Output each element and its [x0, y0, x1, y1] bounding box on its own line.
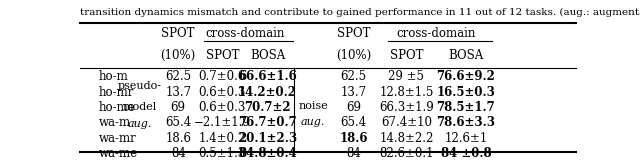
Text: 70.7±2: 70.7±2: [244, 101, 291, 114]
Text: wa-m: wa-m: [99, 116, 131, 129]
Text: aug.: aug.: [301, 117, 325, 126]
Text: 0.6±0.3: 0.6±0.3: [198, 101, 246, 114]
Text: 14.2±0.2: 14.2±0.2: [238, 86, 297, 99]
Text: 18.6: 18.6: [165, 132, 191, 145]
Text: 76.7±0.7: 76.7±0.7: [238, 116, 297, 129]
Text: wa-mr: wa-mr: [99, 132, 136, 145]
Text: noise: noise: [298, 101, 328, 111]
Text: model: model: [122, 102, 157, 113]
Text: 20.1±2.3: 20.1±2.3: [238, 132, 297, 145]
Text: 0.6±0.3: 0.6±0.3: [198, 86, 246, 99]
Text: wa-me: wa-me: [99, 147, 138, 160]
Text: 14.8±2.2: 14.8±2.2: [379, 132, 433, 145]
Text: BOSA: BOSA: [448, 49, 483, 62]
Text: SPOT: SPOT: [337, 27, 371, 40]
Text: 69: 69: [171, 101, 186, 114]
Text: pseudo-: pseudo-: [118, 81, 161, 91]
Text: ho-mr: ho-mr: [99, 86, 134, 99]
Text: ho-me: ho-me: [99, 101, 136, 114]
Text: cross-domain: cross-domain: [205, 27, 285, 40]
Text: BOSA: BOSA: [250, 49, 285, 62]
Text: 12.8±1.5: 12.8±1.5: [379, 86, 433, 99]
Text: 0.5±1.3: 0.5±1.3: [199, 147, 246, 160]
Text: 82.6±0.1: 82.6±0.1: [379, 147, 434, 160]
Text: SPOT: SPOT: [205, 49, 239, 62]
Text: 18.6: 18.6: [340, 132, 368, 145]
Text: 62.5: 62.5: [340, 70, 367, 83]
Text: 13.7: 13.7: [165, 86, 191, 99]
Text: 65.4: 65.4: [165, 116, 191, 129]
Text: 1.4±0.2: 1.4±0.2: [199, 132, 246, 145]
Text: 66.3±1.9: 66.3±1.9: [379, 101, 434, 114]
Text: 84: 84: [171, 147, 186, 160]
Text: 78.6±3.3: 78.6±3.3: [436, 116, 495, 129]
Text: 84.8±0.4: 84.8±0.4: [238, 147, 297, 160]
Text: 16.5±0.3: 16.5±0.3: [436, 86, 495, 99]
Text: 78.5±1.7: 78.5±1.7: [436, 101, 495, 114]
Text: 69: 69: [346, 101, 362, 114]
Text: cross-domain: cross-domain: [396, 27, 476, 40]
Text: (10%): (10%): [336, 49, 371, 62]
Text: aug.: aug.: [127, 119, 152, 129]
Text: transition dynamics mismatch and contribute to gained performance in 11 out of 1: transition dynamics mismatch and contrib…: [80, 8, 640, 17]
Text: 29 ±5: 29 ±5: [388, 70, 424, 83]
Text: 76.6±9.2: 76.6±9.2: [436, 70, 495, 83]
Text: 62.5: 62.5: [165, 70, 191, 83]
Text: 65.4: 65.4: [340, 116, 367, 129]
Text: 84: 84: [346, 147, 361, 160]
Text: 84 ±0.8: 84 ±0.8: [440, 147, 492, 160]
Text: 67.4±10: 67.4±10: [381, 116, 432, 129]
Text: (10%): (10%): [161, 49, 196, 62]
Text: ho-m: ho-m: [99, 70, 129, 83]
Text: 13.7: 13.7: [340, 86, 367, 99]
Text: SPOT: SPOT: [390, 49, 423, 62]
Text: 66.6±1.6: 66.6±1.6: [238, 70, 297, 83]
Text: −2.1±1.9: −2.1±1.9: [194, 116, 251, 129]
Text: 0.7±0.6: 0.7±0.6: [198, 70, 246, 83]
Text: 12.6±1: 12.6±1: [444, 132, 488, 145]
Text: SPOT: SPOT: [161, 27, 195, 40]
